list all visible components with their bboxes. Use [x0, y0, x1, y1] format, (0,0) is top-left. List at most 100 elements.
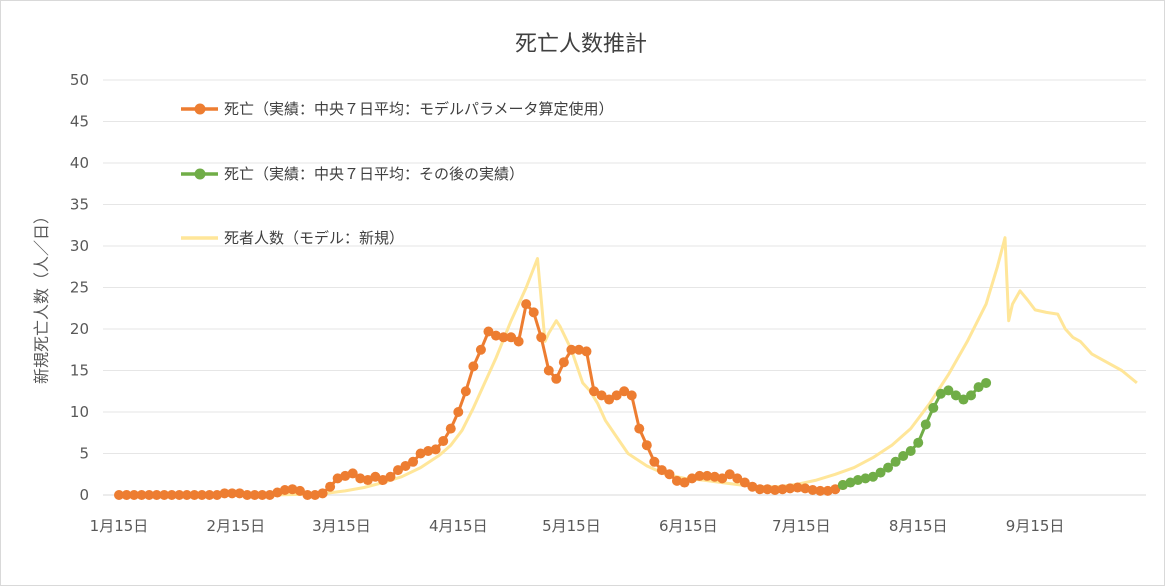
- data-point: [558, 357, 569, 368]
- data-point: [377, 475, 388, 486]
- x-tick-label: 1月15日: [90, 517, 149, 535]
- data-point: [362, 475, 373, 486]
- data-point: [219, 488, 230, 499]
- data-point: [174, 490, 185, 500]
- data-point: [506, 332, 517, 343]
- data-point: [392, 465, 403, 476]
- data-point: [294, 485, 305, 496]
- legend-label: 死者人数（モデル：新規）: [224, 229, 404, 247]
- series-line: [119, 302, 844, 497]
- data-point: [732, 473, 743, 484]
- data-point: [287, 484, 298, 495]
- data-point: [596, 390, 607, 401]
- data-point: [347, 468, 358, 479]
- y-tick-label: 25: [70, 279, 89, 297]
- data-point: [702, 470, 713, 481]
- data-point: [800, 483, 811, 494]
- data-point: [837, 480, 848, 491]
- y-tick-label: 5: [79, 445, 89, 463]
- data-point: [739, 477, 750, 488]
- data-point: [144, 490, 155, 500]
- data-point: [883, 462, 894, 473]
- data-point: [717, 473, 728, 484]
- data-point: [822, 485, 833, 496]
- x-tick-label: 8月15日: [889, 517, 948, 535]
- data-point: [694, 470, 705, 481]
- data-point: [687, 473, 698, 484]
- data-point: [257, 490, 268, 500]
- data-point: [747, 481, 758, 492]
- data-point: [460, 386, 471, 397]
- data-point: [521, 299, 532, 310]
- data-point: [913, 437, 924, 448]
- data-point: [724, 469, 735, 480]
- x-tick-label: 5月15日: [542, 517, 601, 535]
- data-point: [249, 490, 260, 500]
- legend-item-2: 死者人数（モデル：新規）: [181, 229, 404, 247]
- data-point: [310, 490, 321, 500]
- data-point: [114, 490, 124, 500]
- data-point: [159, 490, 170, 500]
- x-tick-label: 3月15日: [312, 517, 371, 535]
- data-point: [671, 475, 682, 486]
- x-tick-label: 4月15日: [429, 517, 488, 535]
- data-point: [370, 471, 381, 482]
- x-tick-label: 9月15日: [1006, 517, 1065, 535]
- data-point: [566, 344, 577, 355]
- data-point: [129, 490, 140, 500]
- data-point: [581, 346, 592, 357]
- data-point: [664, 469, 675, 480]
- y-tick-label: 30: [70, 237, 89, 255]
- data-point: [445, 423, 456, 434]
- data-point: [589, 386, 600, 397]
- series-1: [837, 377, 992, 491]
- y-tick-label: 10: [70, 403, 89, 421]
- data-point: [498, 332, 509, 343]
- data-point: [166, 490, 177, 500]
- data-point: [204, 490, 215, 500]
- data-point: [943, 385, 954, 396]
- data-point: [513, 336, 524, 347]
- data-point: [453, 407, 464, 417]
- y-tick-label: 50: [70, 71, 89, 89]
- data-point: [966, 390, 977, 401]
- data-point: [890, 456, 901, 467]
- x-tick-label: 2月15日: [207, 517, 266, 535]
- data-point: [830, 484, 841, 495]
- data-point: [754, 484, 765, 495]
- y-tick-label: 15: [70, 362, 89, 380]
- data-point: [898, 450, 909, 461]
- legend-label: 死亡（実績：中央７日平均：その後の実績）: [224, 165, 524, 183]
- chart-title: 死亡人数推計: [515, 32, 647, 57]
- data-point: [679, 477, 690, 488]
- data-point: [528, 307, 539, 318]
- data-point: [400, 460, 411, 471]
- legend-marker: [194, 168, 206, 180]
- data-point: [483, 326, 494, 337]
- axis-layer: 0 5 10 15 20 25 30 35 40 45 50 1月15日 2月15日 3月15日 4月15日…: [70, 71, 1065, 535]
- y-tick-label: 35: [70, 196, 89, 214]
- data-point: [302, 490, 313, 500]
- data-point: [769, 485, 780, 496]
- data-point: [604, 394, 615, 405]
- data-point: [807, 485, 818, 496]
- data-point: [875, 467, 886, 478]
- data-point: [973, 382, 984, 393]
- data-point: [475, 344, 486, 355]
- data-point: [136, 490, 147, 500]
- data-point: [611, 390, 622, 401]
- data-point: [279, 485, 290, 496]
- data-point: [340, 470, 351, 481]
- data-point: [649, 456, 660, 467]
- data-point: [868, 471, 878, 482]
- legend-label: 死亡（実績：中央７日平均：モデルパラメータ算定使用）: [224, 100, 614, 118]
- data-point: [227, 488, 238, 499]
- data-point: [536, 332, 547, 343]
- data-point: [491, 330, 501, 341]
- data-point: [234, 488, 245, 499]
- series-0: [114, 299, 848, 500]
- legend-marker: [194, 103, 206, 115]
- data-point: [430, 444, 441, 455]
